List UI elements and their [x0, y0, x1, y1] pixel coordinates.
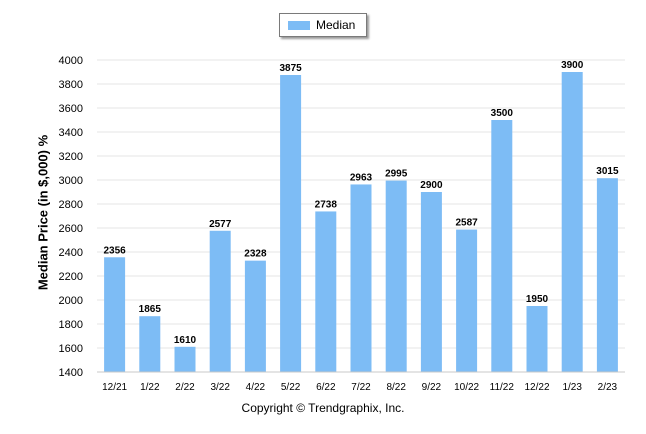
x-tick-label: 8/22 [386, 382, 406, 393]
x-tick-label: 6/22 [316, 382, 336, 393]
x-tick-label: 5/22 [281, 382, 301, 393]
x-axis-ticks: 12/21 1/22 2/22 3/22 4/22 5/22 6/22 7/22 8/22 9/2… [102, 382, 617, 393]
data-label: 3015 [596, 166, 619, 177]
x-tick-label: 10/22 [454, 382, 479, 393]
x-tick-label: 9/22 [422, 382, 442, 393]
y-tick-label: 1600 [59, 343, 83, 355]
y-tick-label: 3000 [59, 175, 83, 187]
y-tick-label: 2600 [59, 223, 83, 235]
data-label: 1865 [139, 304, 162, 315]
bar [244, 260, 266, 372]
bars [104, 72, 618, 372]
bar [385, 180, 407, 372]
x-tick-label: 4/22 [246, 382, 266, 393]
bar [209, 230, 231, 372]
bar [561, 72, 583, 372]
y-tick-label: 2400 [59, 247, 83, 259]
y-tick-label: 3400 [59, 127, 83, 139]
bar [139, 316, 161, 372]
bar [420, 192, 442, 372]
data-label: 2356 [103, 245, 126, 256]
x-tick-label: 11/22 [490, 382, 515, 393]
x-tick-label: 7/22 [351, 382, 371, 393]
y-tick-label: 3200 [59, 151, 83, 163]
data-label: 3900 [561, 60, 584, 71]
data-label: 1950 [526, 294, 549, 305]
y-tick-label: 2000 [59, 295, 83, 307]
data-label: 2995 [385, 169, 408, 180]
x-tick-label: 2/23 [598, 382, 618, 393]
y-axis-ticks: 1400 1600 1800 2000 2200 2400 2600 2800 3000 3200… [59, 55, 83, 379]
bar [596, 178, 618, 372]
copyright-footer: Copyright © Trendgraphix, Inc. [241, 401, 405, 415]
legend: Median [279, 13, 367, 37]
y-tick-label: 2200 [59, 271, 83, 283]
legend-label: Median [316, 18, 356, 32]
y-tick-label: 3800 [59, 79, 83, 91]
y-tick-label: 3600 [59, 103, 83, 115]
x-tick-label: 2/22 [175, 382, 195, 393]
bar [491, 120, 513, 372]
bar [280, 75, 302, 372]
data-label: 2900 [420, 180, 443, 191]
x-tick-label: 1/22 [140, 382, 160, 393]
bar [526, 306, 548, 372]
data-label: 3875 [279, 63, 302, 74]
data-label: 2577 [209, 219, 232, 230]
data-labels: 2356 1865 1610 2577 2328 3875 2738 2963 2995 2900… [103, 60, 618, 346]
y-tick-label: 4000 [59, 55, 83, 67]
x-tick-label: 12/22 [524, 382, 549, 393]
data-label: 3500 [491, 108, 514, 119]
data-label: 2587 [455, 218, 478, 229]
data-label: 2328 [244, 249, 267, 260]
y-tick-label: 2800 [59, 199, 83, 211]
bar [174, 346, 196, 372]
x-tick-label: 12/21 [102, 382, 127, 393]
data-label: 2738 [315, 199, 338, 210]
bar [456, 229, 478, 372]
y-axis-label: Median Price (in $,000) % [35, 134, 51, 291]
y-tick-label: 1400 [59, 367, 83, 379]
x-tick-label: 3/22 [210, 382, 230, 393]
y-tick-label: 1800 [59, 319, 83, 331]
x-tick-label: 1/23 [562, 382, 582, 393]
bar [350, 184, 372, 372]
bar [315, 211, 337, 372]
legend-swatch [288, 21, 310, 30]
data-label: 1610 [174, 335, 197, 346]
data-label: 2963 [350, 172, 373, 183]
bar [104, 257, 126, 372]
